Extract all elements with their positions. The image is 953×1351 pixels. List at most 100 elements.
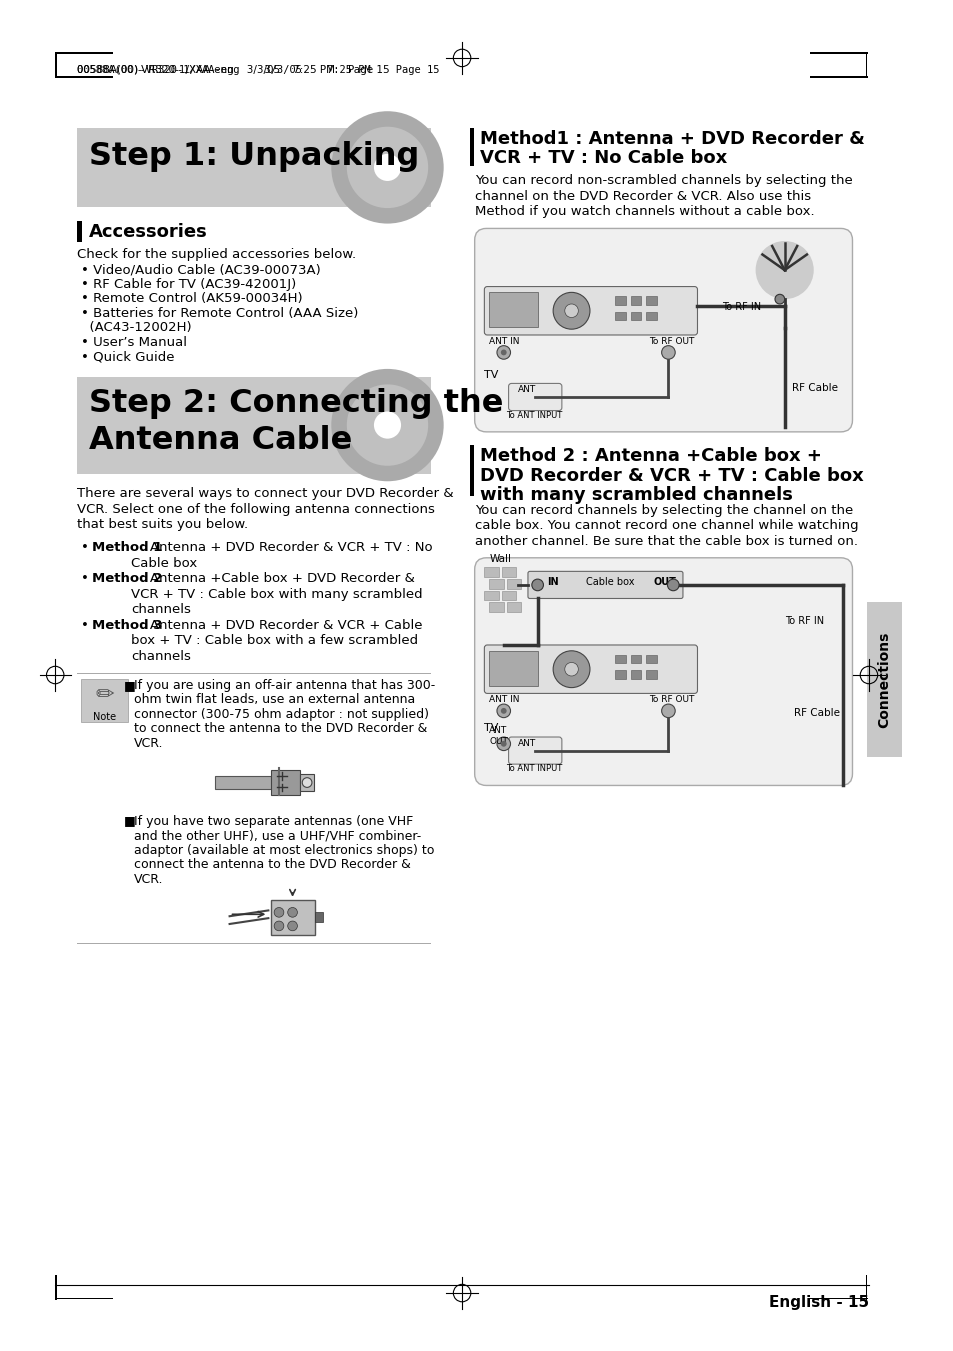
Circle shape (274, 908, 284, 917)
Bar (77, 220, 82, 242)
Bar (484, 590, 498, 600)
Text: If you have two separate antennas (one VHF: If you have two separate antennas (one V… (133, 815, 413, 828)
Bar (55, 1298, 113, 1300)
Text: box + TV : Cable box with a few scrambled: box + TV : Cable box with a few scramble… (131, 635, 417, 647)
Text: ANT IN: ANT IN (489, 696, 519, 704)
Bar (55, 1274, 56, 1300)
Bar (645, 312, 656, 320)
Text: Cable box: Cable box (585, 577, 634, 588)
FancyBboxPatch shape (475, 228, 852, 432)
Text: ohm twin flat leads, use an external antenna: ohm twin flat leads, use an external ant… (133, 693, 415, 707)
Text: Method if you watch channels without a cable box.: Method if you watch channels without a c… (475, 205, 814, 218)
Text: • User’s Manual: • User’s Manual (81, 336, 187, 349)
Bar (865, 1274, 866, 1300)
Text: that best suits you below.: that best suits you below. (77, 517, 249, 531)
Bar (809, 1298, 867, 1300)
Text: There are several ways to connect your DVD Recorder &: There are several ways to connect your D… (77, 488, 454, 500)
Text: 00588A(00)-VR320-1/XAA-eng    3/3/05    7:25 PM    Page 15: 00588A(00)-VR320-1/XAA-eng 3/3/05 7:25 P… (77, 65, 390, 74)
Text: If you are using an off-air antenna that has 300-: If you are using an off-air antenna that… (133, 680, 435, 692)
Bar (866, 603, 901, 758)
Text: DVD Recorder & VCR + TV : Cable box: DVD Recorder & VCR + TV : Cable box (480, 466, 863, 485)
Text: OUT: OUT (653, 577, 676, 588)
FancyBboxPatch shape (484, 286, 697, 335)
Text: Method1 : Antenna + DVD Recorder &: Method1 : Antenna + DVD Recorder & (480, 130, 864, 147)
FancyBboxPatch shape (484, 644, 697, 693)
Text: Step 1: Unpacking: Step 1: Unpacking (89, 142, 419, 172)
Circle shape (374, 154, 400, 181)
Text: •: • (81, 573, 93, 585)
Circle shape (374, 412, 400, 439)
Text: • RF Cable for TV (AC39-42001J): • RF Cable for TV (AC39-42001J) (81, 278, 296, 290)
Bar (865, 53, 866, 77)
Text: connect the antenna to the DVD Recorder &: connect the antenna to the DVD Recorder … (133, 858, 410, 871)
Circle shape (553, 651, 589, 688)
Text: To RF IN: To RF IN (721, 303, 760, 312)
Text: Method 3: Method 3 (91, 619, 162, 632)
Bar (55, 53, 56, 77)
Text: To RF OUT: To RF OUT (648, 336, 694, 346)
Bar (489, 651, 537, 686)
Text: cable box. You cannot record one channel while watching: cable box. You cannot record one channel… (475, 519, 858, 532)
Circle shape (531, 580, 543, 590)
Circle shape (564, 304, 578, 317)
Text: You can record channels by selecting the channel on the: You can record channels by selecting the… (475, 504, 852, 516)
Bar (77, 128, 431, 207)
Bar (469, 128, 474, 166)
Bar (630, 670, 640, 680)
FancyBboxPatch shape (475, 558, 852, 785)
Text: Connections: Connections (877, 632, 890, 728)
Bar (214, 775, 273, 789)
Text: ANT
OUT: ANT OUT (489, 727, 508, 746)
Circle shape (774, 295, 784, 304)
Circle shape (302, 778, 312, 788)
Bar (300, 774, 314, 792)
Text: another channel. Be sure that the cable box is turned on.: another channel. Be sure that the cable … (475, 535, 857, 547)
Circle shape (347, 385, 428, 466)
Circle shape (553, 292, 589, 330)
Circle shape (274, 921, 284, 931)
Circle shape (564, 662, 578, 676)
Bar (615, 655, 625, 663)
Text: To RF OUT: To RF OUT (648, 696, 694, 704)
Text: and the other UHF), use a UHF/VHF combiner-: and the other UHF), use a UHF/VHF combin… (133, 830, 420, 842)
FancyBboxPatch shape (508, 738, 561, 765)
Text: IN: IN (547, 577, 558, 588)
Bar (645, 296, 656, 305)
Bar (271, 900, 314, 935)
Circle shape (497, 738, 510, 751)
Text: You can record non-scrambled channels by selecting the: You can record non-scrambled channels by… (475, 174, 852, 188)
Text: Step 2: Connecting the: Step 2: Connecting the (89, 388, 503, 419)
Text: channels: channels (131, 650, 191, 663)
Bar (489, 603, 503, 612)
Circle shape (288, 921, 297, 931)
Bar (81, 680, 128, 721)
Text: ANT: ANT (517, 739, 536, 748)
Text: ANT: ANT (517, 385, 536, 394)
Bar (645, 655, 656, 663)
Bar (77, 377, 431, 473)
Bar (809, 77, 867, 78)
Bar (55, 53, 113, 54)
Bar (501, 567, 516, 577)
Text: • Video/Audio Cable (AC39-00073A): • Video/Audio Cable (AC39-00073A) (81, 263, 321, 277)
Text: VCR.: VCR. (133, 873, 163, 886)
Circle shape (667, 580, 679, 590)
Circle shape (500, 350, 506, 355)
FancyBboxPatch shape (527, 571, 682, 598)
Text: Note: Note (93, 712, 116, 721)
Text: •: • (81, 542, 93, 554)
Text: ANT IN: ANT IN (489, 336, 519, 346)
Text: VCR + TV : Cable box with many scrambled: VCR + TV : Cable box with many scrambled (131, 588, 422, 601)
Text: Method 1: Method 1 (91, 542, 162, 554)
Text: • Remote Control (AK59-00034H): • Remote Control (AK59-00034H) (81, 292, 303, 305)
Circle shape (661, 704, 675, 717)
Text: (AC43-12002H): (AC43-12002H) (81, 322, 192, 335)
Bar (630, 312, 640, 320)
Text: : Antenna + DVD Recorder & VCR + Cable: : Antenna + DVD Recorder & VCR + Cable (136, 619, 421, 632)
Text: RF Cable: RF Cable (794, 708, 840, 717)
Bar (314, 912, 322, 921)
Bar (506, 580, 520, 589)
Text: TV: TV (484, 370, 498, 380)
Circle shape (497, 704, 510, 717)
Text: • Quick Guide: • Quick Guide (81, 350, 174, 363)
